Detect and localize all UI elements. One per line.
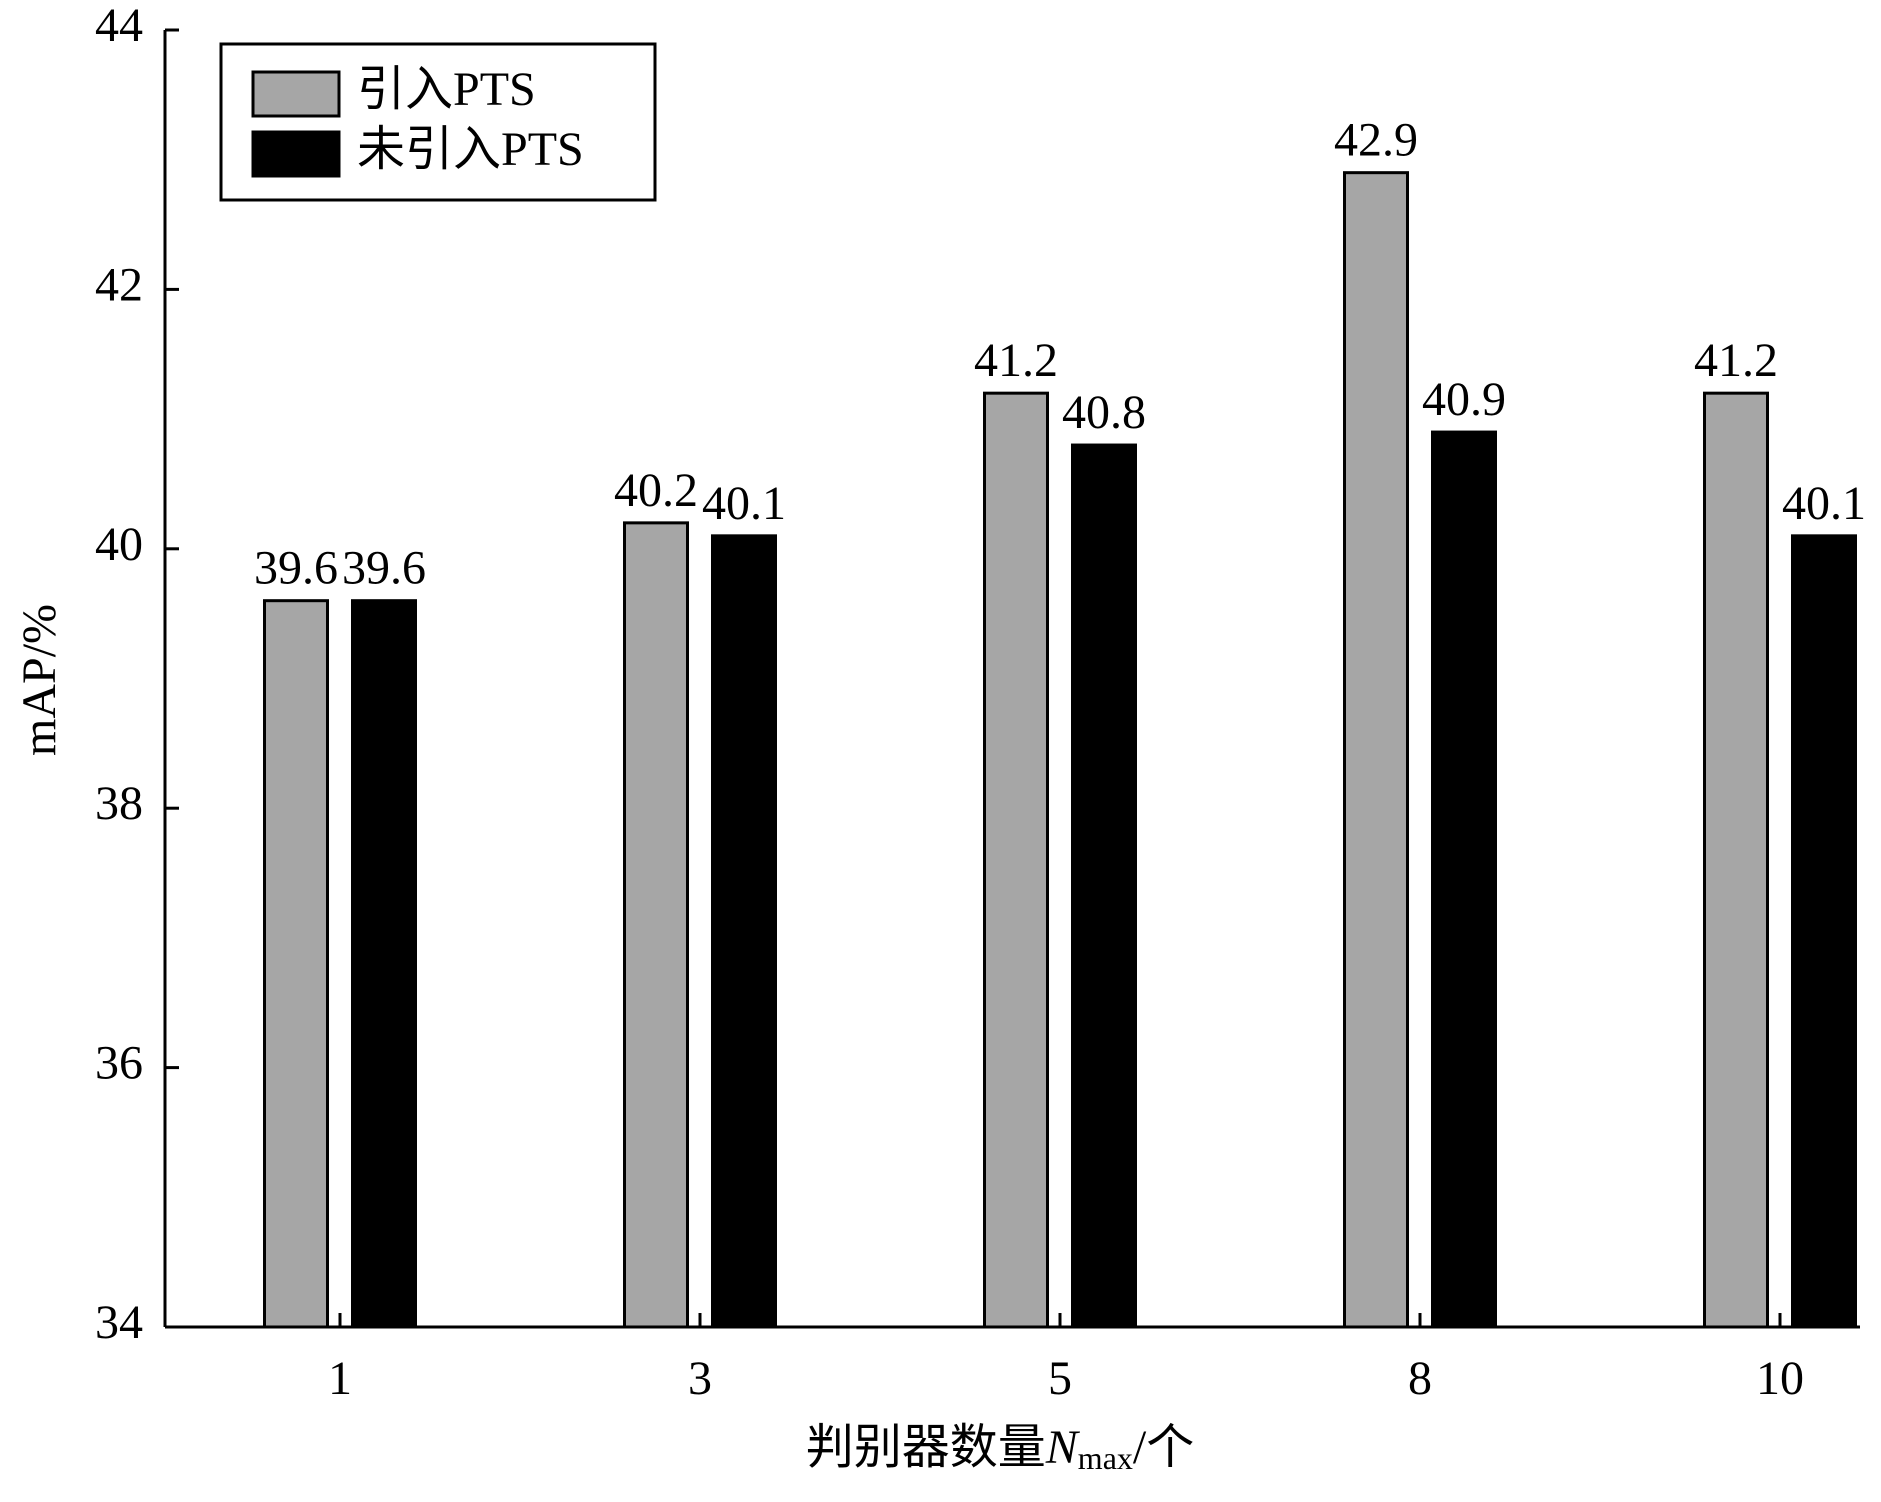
data-label: 39.6 bbox=[342, 542, 426, 595]
x-axis-label: 判别器数量Nmax/个 bbox=[806, 1421, 1194, 1476]
x-tick-label: 10 bbox=[1756, 1352, 1804, 1405]
legend-swatch bbox=[251, 130, 341, 178]
x-label-suffix: /个 bbox=[1133, 1421, 1194, 1474]
y-tick-label: 38 bbox=[95, 777, 143, 830]
data-label: 40.1 bbox=[702, 477, 786, 530]
x-label-prefix: 判别器数量 bbox=[806, 1421, 1046, 1474]
y-axis-label: mAP/% bbox=[13, 604, 66, 756]
legend-label: 未引入PTS bbox=[357, 123, 584, 176]
data-label: 39.6 bbox=[254, 542, 338, 595]
bar bbox=[1431, 430, 1497, 1329]
data-label: 40.8 bbox=[1062, 386, 1146, 439]
y-tick-label: 40 bbox=[95, 518, 143, 571]
x-label-sub: max bbox=[1078, 1440, 1133, 1476]
data-label: 40.1 bbox=[1782, 477, 1866, 530]
y-tick-label: 34 bbox=[95, 1296, 143, 1349]
x-tick-label: 5 bbox=[1048, 1352, 1072, 1405]
bar bbox=[1703, 391, 1769, 1329]
y-tick-label: 42 bbox=[95, 258, 143, 311]
y-tick-label: 36 bbox=[95, 1037, 143, 1090]
x-label-var: N bbox=[1045, 1421, 1081, 1474]
bar bbox=[983, 391, 1049, 1329]
bar bbox=[351, 599, 417, 1329]
data-label: 42.9 bbox=[1334, 114, 1418, 167]
bar bbox=[1791, 534, 1857, 1329]
bar bbox=[623, 521, 689, 1329]
x-tick-label: 1 bbox=[328, 1352, 352, 1405]
y-tick-label: 44 bbox=[95, 0, 143, 52]
x-tick-label: 3 bbox=[688, 1352, 712, 1405]
legend-swatch bbox=[251, 70, 341, 118]
legend-label: 引入PTS bbox=[357, 63, 536, 116]
bar bbox=[711, 534, 777, 1329]
bar bbox=[1343, 171, 1409, 1329]
bar bbox=[1071, 443, 1137, 1329]
data-label: 41.2 bbox=[1694, 334, 1778, 387]
bar bbox=[263, 599, 329, 1329]
x-tick-label: 8 bbox=[1408, 1352, 1432, 1405]
data-label: 40.2 bbox=[614, 464, 698, 517]
data-label: 40.9 bbox=[1422, 373, 1506, 426]
data-label: 41.2 bbox=[974, 334, 1058, 387]
